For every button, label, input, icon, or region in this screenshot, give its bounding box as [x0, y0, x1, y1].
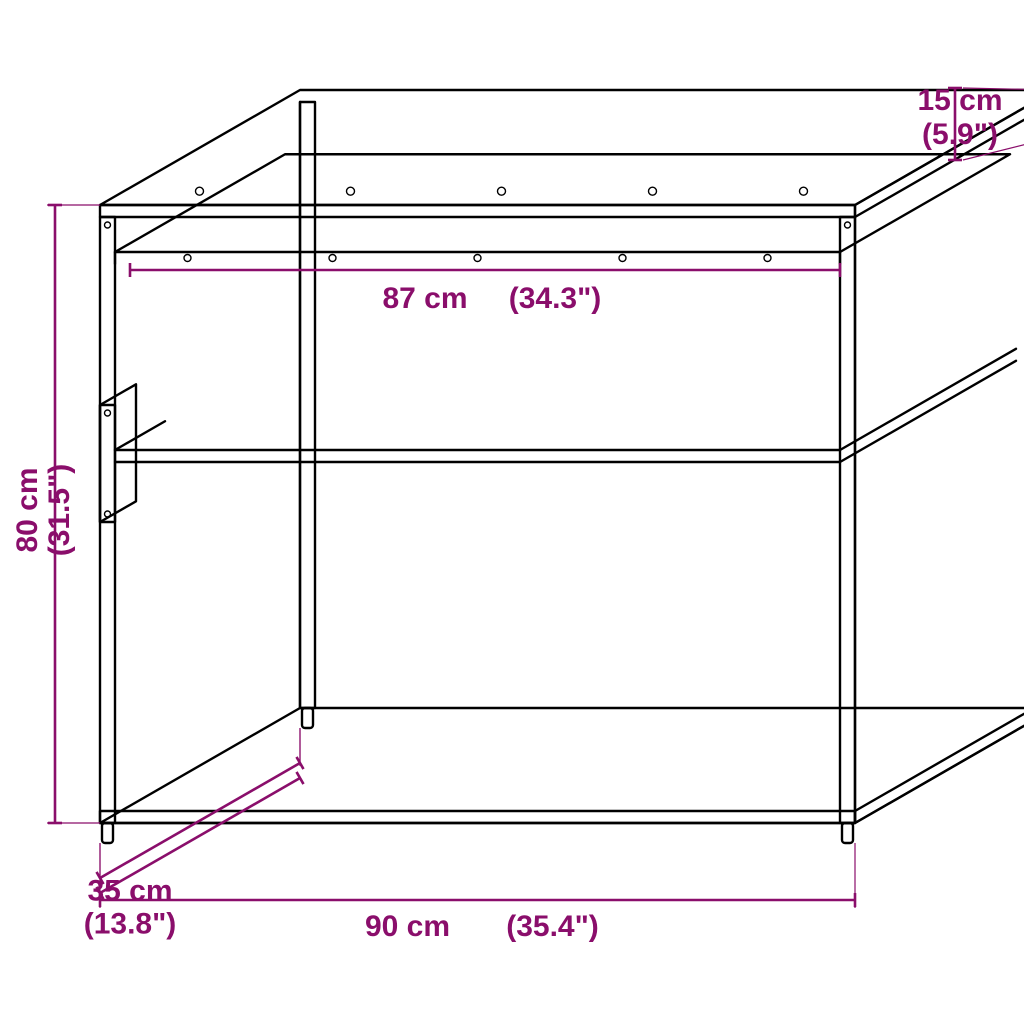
- dim-width-b: (35.4"): [506, 910, 599, 943]
- dim-depth: 35 cm(13.8"): [84, 728, 304, 940]
- shelving-unit: [100, 90, 1024, 843]
- dim-top-a: 15 cm: [917, 84, 1002, 117]
- dim-depth-b: (13.8"): [84, 907, 177, 940]
- dim-height-b: (31.5"): [43, 464, 76, 557]
- dim-height-a: 80 cm: [11, 467, 44, 552]
- dim-shelf-a: 87 cm: [382, 282, 467, 315]
- dim-top-b: (5.9"): [922, 118, 998, 151]
- dim-depth-a: 35 cm: [87, 874, 172, 907]
- dim-shelf-b: (34.3"): [509, 282, 602, 315]
- dim-width-a: 90 cm: [365, 910, 450, 943]
